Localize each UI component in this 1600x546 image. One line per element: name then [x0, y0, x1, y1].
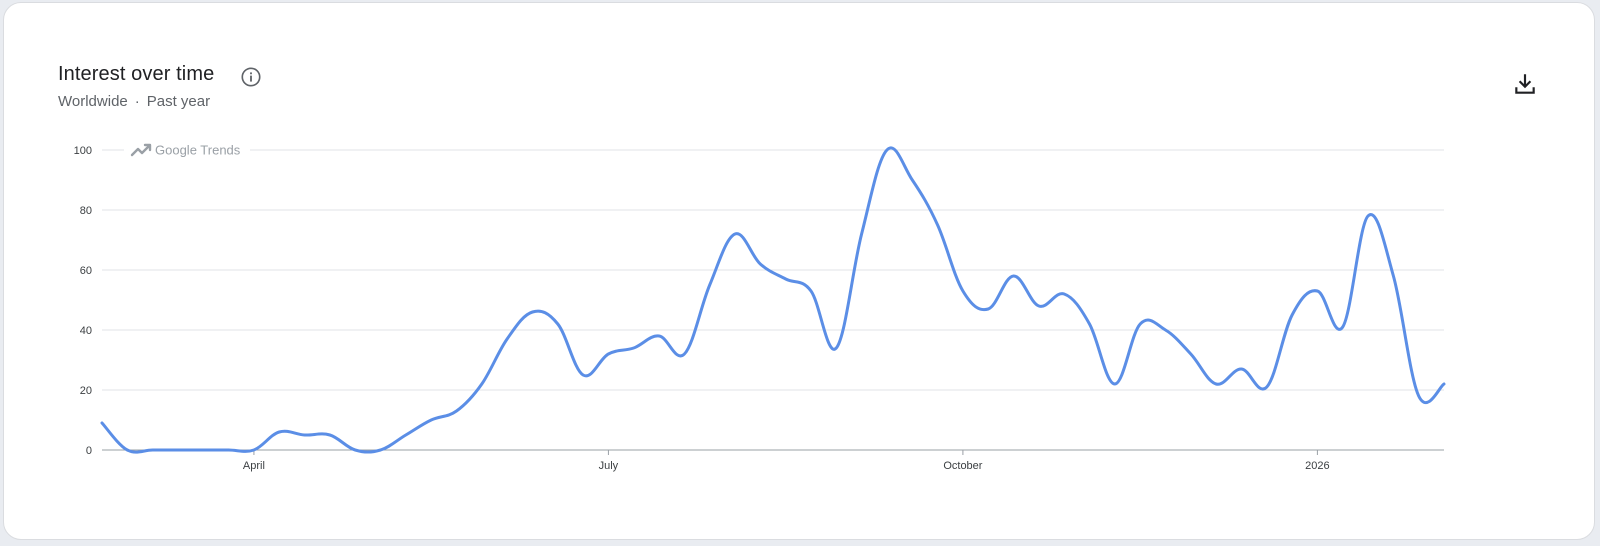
- location-label: Worldwide: [58, 93, 128, 110]
- y-tick-label-60: 60: [80, 265, 92, 277]
- line-chart: Google Trends 0 20 40 60 80 100 April July Octo…: [74, 141, 1446, 472]
- series-line: [100, 146, 1446, 454]
- watermark-text: Google Trends: [155, 143, 241, 158]
- x-tick-label: 2026: [1305, 460, 1329, 472]
- y-axis-ticks: 0 20 40 60 80 100: [74, 145, 92, 457]
- period-label: Past year: [146, 93, 211, 110]
- separator: ·: [134, 93, 140, 110]
- google-trends-watermark: Google Trends: [124, 141, 250, 159]
- x-tick-label: October: [943, 460, 982, 472]
- info-icon[interactable]: [240, 66, 262, 88]
- chart-title: Interest over time: [58, 63, 215, 85]
- y-tick-label-0: 0: [86, 445, 92, 457]
- y-tick-label-40: 40: [80, 325, 92, 337]
- trend-arrow-icon: [130, 143, 152, 157]
- y-tick-label-80: 80: [80, 205, 92, 217]
- grid-layer: [102, 149, 1444, 451]
- x-tick-label: April: [243, 460, 265, 472]
- x-axis-ticks: April July October 2026: [243, 450, 1330, 472]
- y-tick-label-20: 20: [80, 385, 92, 397]
- watermark-background: [124, 141, 250, 159]
- x-tick-label: July: [599, 460, 619, 472]
- download-icon[interactable]: [1512, 71, 1538, 97]
- interest-over-time-card: Interest over time Worldwide · Past year G…: [3, 2, 1595, 540]
- chart-subtitle: Worldwide · Past year: [58, 93, 210, 110]
- y-tick-label-100: 100: [74, 145, 92, 157]
